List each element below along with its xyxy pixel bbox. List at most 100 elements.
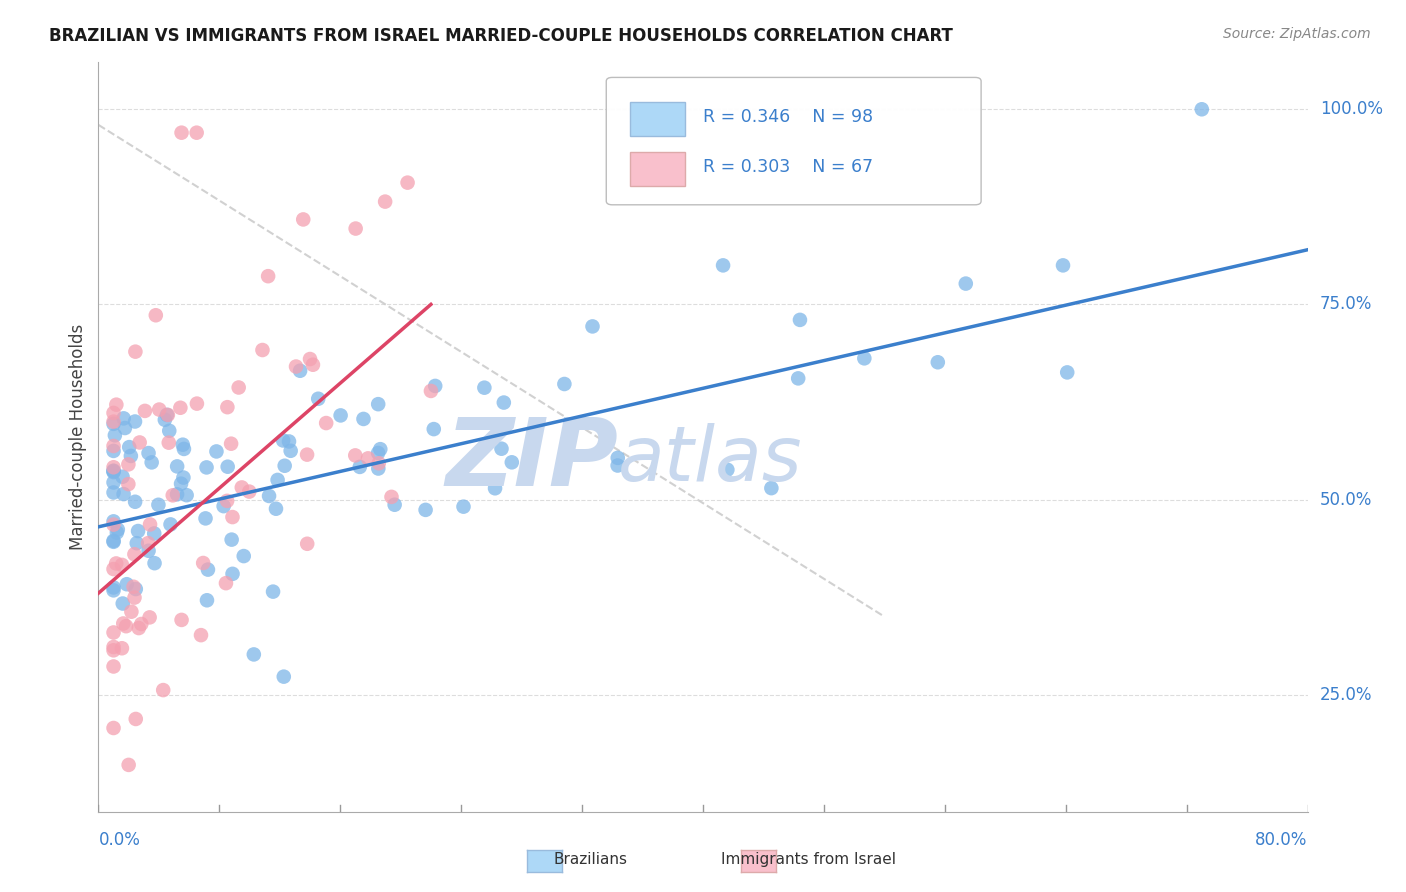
- Point: [172, 438, 194, 452]
- Text: Immigrants from Israel: Immigrants from Israel: [721, 853, 896, 867]
- Point: [166, 487, 188, 501]
- Point: [221, 533, 243, 547]
- Point: [367, 446, 389, 460]
- Point: [103, 417, 125, 431]
- Point: [103, 439, 125, 453]
- Point: [262, 584, 284, 599]
- Point: [606, 458, 628, 473]
- Point: [103, 533, 125, 548]
- Point: [927, 355, 949, 369]
- Point: [215, 576, 238, 591]
- Y-axis label: Married-couple Households: Married-couple Households: [69, 324, 87, 550]
- Point: [125, 582, 148, 596]
- Point: [271, 434, 294, 448]
- Point: [103, 406, 125, 420]
- Point: [148, 498, 170, 512]
- Point: [129, 617, 152, 632]
- Point: [238, 484, 260, 499]
- Point: [581, 319, 603, 334]
- Point: [176, 488, 198, 502]
- Point: [257, 489, 280, 503]
- Point: [103, 464, 125, 478]
- Point: [118, 758, 141, 772]
- Point: [141, 455, 163, 469]
- Text: 100.0%: 100.0%: [1320, 100, 1382, 119]
- Point: [122, 580, 145, 594]
- Point: [285, 359, 308, 374]
- Point: [103, 465, 125, 479]
- Point: [103, 583, 125, 598]
- Point: [138, 446, 160, 460]
- Point: [231, 480, 253, 494]
- Point: [1052, 258, 1074, 272]
- Point: [288, 364, 311, 378]
- Point: [186, 396, 208, 410]
- Point: [315, 416, 337, 430]
- Point: [112, 616, 135, 631]
- Point: [145, 308, 167, 322]
- Point: [103, 415, 125, 429]
- Point: [553, 376, 575, 391]
- Point: [195, 460, 218, 475]
- Point: [264, 501, 287, 516]
- Point: [156, 408, 179, 422]
- Point: [170, 126, 193, 140]
- Point: [853, 351, 876, 366]
- Point: [105, 398, 128, 412]
- Point: [273, 670, 295, 684]
- Point: [112, 487, 135, 501]
- Point: [114, 421, 136, 435]
- Point: [111, 597, 134, 611]
- Point: [257, 269, 280, 284]
- Point: [217, 400, 239, 414]
- Point: [278, 434, 301, 449]
- Bar: [630, 153, 685, 186]
- Bar: [630, 103, 685, 136]
- Point: [349, 459, 371, 474]
- Point: [761, 481, 783, 495]
- Point: [115, 619, 138, 633]
- Point: [295, 448, 318, 462]
- Text: atlas: atlas: [619, 423, 803, 497]
- Point: [138, 610, 160, 624]
- Point: [128, 621, 150, 635]
- Point: [162, 488, 184, 502]
- Point: [491, 442, 513, 456]
- Point: [789, 313, 811, 327]
- Point: [217, 493, 239, 508]
- Point: [357, 451, 380, 466]
- Point: [124, 591, 146, 605]
- Point: [128, 435, 150, 450]
- Point: [292, 212, 315, 227]
- Point: [396, 176, 419, 190]
- Point: [103, 534, 125, 549]
- Point: [118, 440, 141, 454]
- Point: [112, 411, 135, 425]
- Point: [107, 523, 129, 537]
- Point: [103, 640, 125, 654]
- Point: [1056, 365, 1078, 379]
- Point: [219, 436, 242, 450]
- Point: [606, 450, 628, 465]
- Text: ZIP: ZIP: [446, 414, 619, 506]
- Point: [195, 593, 218, 607]
- Point: [955, 277, 977, 291]
- Point: [152, 683, 174, 698]
- Point: [425, 379, 447, 393]
- Text: 80.0%: 80.0%: [1256, 831, 1308, 849]
- Point: [103, 659, 125, 673]
- Text: 75.0%: 75.0%: [1320, 295, 1372, 313]
- Point: [474, 381, 496, 395]
- Point: [172, 470, 194, 484]
- Point: [266, 473, 288, 487]
- Point: [157, 424, 180, 438]
- Point: [103, 625, 125, 640]
- Point: [104, 428, 127, 442]
- Point: [111, 469, 134, 483]
- Point: [374, 194, 396, 209]
- Point: [120, 449, 142, 463]
- Point: [173, 442, 195, 456]
- Point: [297, 537, 319, 551]
- Point: [105, 557, 128, 571]
- Point: [212, 499, 235, 513]
